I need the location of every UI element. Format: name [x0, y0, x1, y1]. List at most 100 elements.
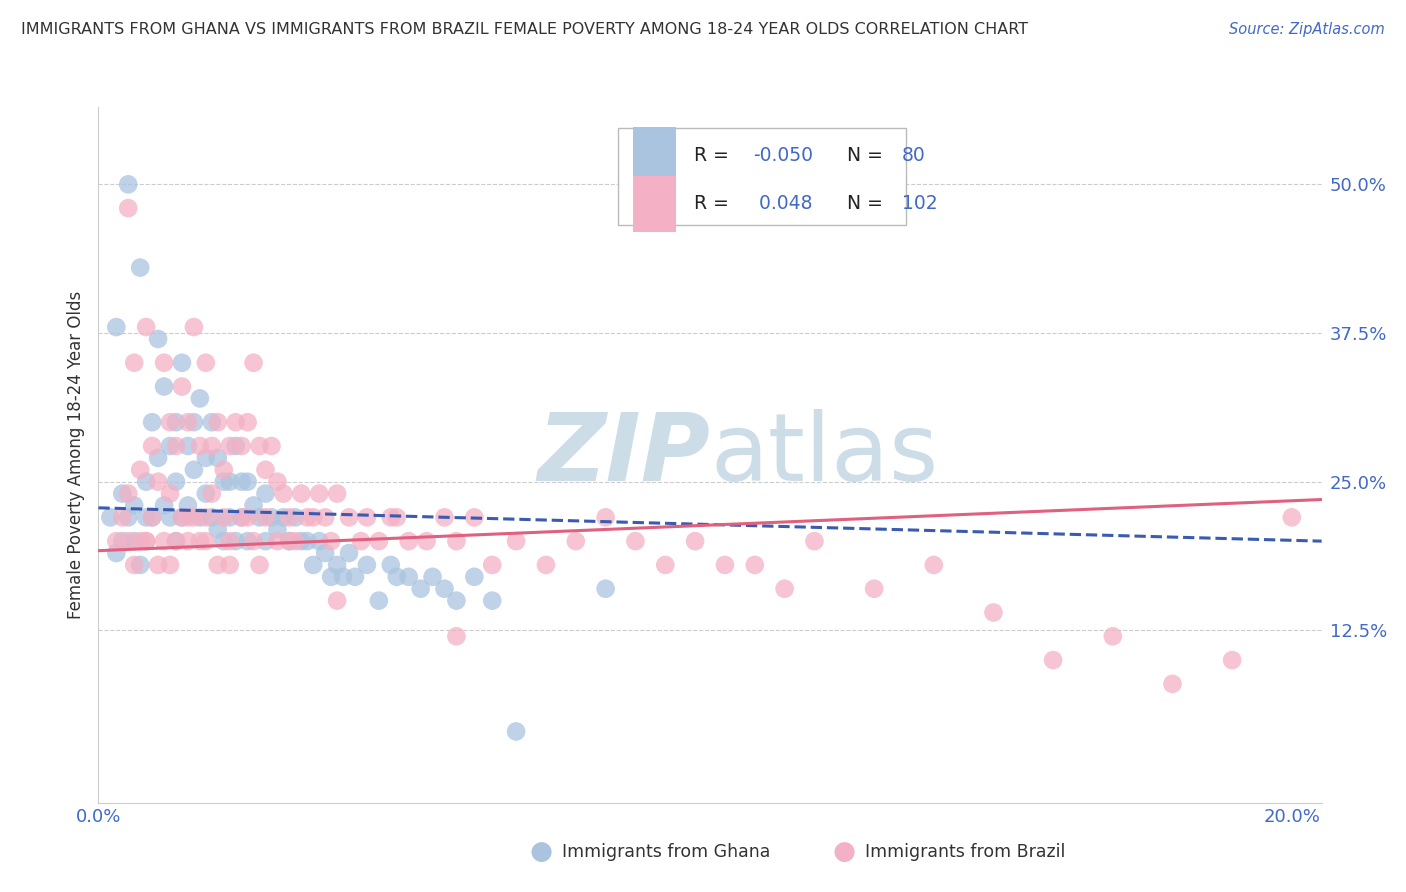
Point — [236, 415, 259, 429]
Point — [284, 534, 307, 549]
Point — [117, 534, 139, 549]
Text: N =: N = — [835, 194, 889, 213]
Point — [321, 534, 343, 549]
Point — [122, 558, 145, 572]
Point — [170, 510, 193, 524]
Point — [141, 510, 163, 524]
Point — [111, 486, 134, 500]
Point — [1101, 629, 1123, 643]
Point — [290, 486, 312, 500]
Point — [297, 534, 319, 549]
Point — [231, 510, 253, 524]
Point — [146, 450, 169, 465]
Point — [398, 570, 420, 584]
Text: ●: ● — [832, 838, 855, 865]
Point — [398, 534, 420, 549]
Point — [122, 356, 145, 370]
Point — [201, 439, 224, 453]
Point — [170, 510, 193, 524]
Point — [153, 534, 176, 549]
Point — [188, 510, 211, 524]
Point — [321, 570, 343, 584]
Bar — [633, 128, 676, 183]
Point — [212, 463, 235, 477]
Point — [481, 593, 503, 607]
Point — [254, 534, 277, 549]
Point — [129, 260, 152, 275]
Point — [207, 522, 229, 536]
Point — [122, 534, 145, 549]
Point — [194, 534, 217, 549]
Point — [225, 534, 247, 549]
Point — [409, 582, 432, 596]
Text: 0.048: 0.048 — [752, 194, 813, 213]
Point — [188, 534, 211, 549]
Point — [135, 320, 157, 334]
Point — [356, 558, 378, 572]
Text: 80: 80 — [903, 145, 925, 165]
Point — [332, 570, 354, 584]
Point — [254, 510, 277, 524]
Point — [356, 510, 378, 524]
Point — [177, 510, 200, 524]
Point — [326, 486, 349, 500]
Point — [297, 510, 319, 524]
Text: R =: R = — [695, 145, 735, 165]
Point — [212, 475, 235, 489]
Point — [266, 475, 288, 489]
Point — [385, 510, 408, 524]
Point — [481, 558, 503, 572]
Point — [326, 593, 349, 607]
Point — [129, 463, 152, 477]
Point — [117, 510, 139, 524]
Text: ZIP: ZIP — [537, 409, 710, 501]
Point — [117, 178, 139, 192]
Point — [326, 558, 349, 572]
Point — [177, 534, 200, 549]
Point — [218, 534, 240, 549]
Point — [249, 439, 271, 453]
Point — [284, 510, 307, 524]
Point — [141, 439, 163, 453]
Point — [242, 534, 264, 549]
Text: Immigrants from Brazil: Immigrants from Brazil — [865, 843, 1066, 861]
Point — [505, 534, 527, 549]
Point — [433, 582, 456, 596]
Point — [146, 332, 169, 346]
Point — [146, 475, 169, 489]
Point — [165, 415, 187, 429]
Point — [201, 415, 224, 429]
Point — [188, 439, 211, 453]
Text: 102: 102 — [903, 194, 938, 213]
Point — [302, 510, 325, 524]
Point — [98, 510, 121, 524]
Point — [183, 463, 205, 477]
Point — [159, 415, 181, 429]
Point — [385, 570, 408, 584]
Point — [714, 558, 737, 572]
Point — [135, 534, 157, 549]
Text: N =: N = — [835, 145, 889, 165]
Point — [236, 534, 259, 549]
Point — [380, 558, 402, 572]
Point — [983, 606, 1005, 620]
Point — [1281, 510, 1303, 524]
Point — [565, 534, 588, 549]
Point — [314, 546, 336, 560]
Point — [260, 510, 283, 524]
Point — [231, 510, 253, 524]
Point — [159, 510, 181, 524]
Point — [367, 593, 389, 607]
Point — [367, 534, 389, 549]
Point — [165, 475, 187, 489]
Point — [177, 499, 200, 513]
Point — [212, 534, 235, 549]
Point — [165, 534, 187, 549]
Point — [165, 534, 187, 549]
Point — [111, 510, 134, 524]
Point — [595, 510, 617, 524]
Point — [249, 558, 271, 572]
Point — [105, 534, 128, 549]
Point — [177, 439, 200, 453]
Point — [231, 475, 253, 489]
